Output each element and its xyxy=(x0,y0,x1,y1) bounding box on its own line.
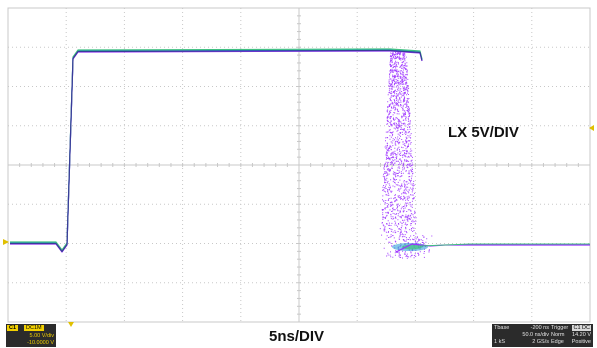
ringing-core xyxy=(402,244,422,250)
waveform-traces xyxy=(10,48,590,259)
trigger-mode: Norm xyxy=(551,332,565,338)
grid xyxy=(7,7,591,323)
waveform-trace xyxy=(10,48,423,251)
trigger-level: 14.20 V xyxy=(572,332,591,338)
timebase-samples: 1 kS xyxy=(494,339,506,345)
timebase-trigger-panel[interactable]: Tbase -200 ns 50.0 ns/div 1 kS 2 GS/s Tr… xyxy=(492,324,593,347)
channel-tag: C1 xyxy=(7,325,19,331)
trigger-position-marker xyxy=(68,322,74,327)
timebase-annotation: 5ns/DIV xyxy=(269,328,325,345)
trigger-type: Edge xyxy=(551,339,564,345)
voltage-scale-annotation: LX 5V/DIV xyxy=(448,124,519,141)
low-level-trace xyxy=(419,243,590,247)
timebase-info[interactable]: Tbase -200 ns 50.0 ns/div 1 kS 2 GS/s xyxy=(494,325,549,346)
timebase-title: Tbase xyxy=(494,325,510,331)
channel-scale: 5.00 V/div xyxy=(29,333,54,339)
trigger-slope: Positive xyxy=(571,339,591,345)
trigger-info[interactable]: Trigger C1 DC Norm 14.20 V Edge Positive xyxy=(551,325,591,346)
falling-edge-persistence xyxy=(379,52,433,259)
markers xyxy=(3,125,594,327)
waveform-trace xyxy=(10,49,423,253)
channel-coupling: DC1M xyxy=(24,325,44,331)
channel-offset: -10.0000 V xyxy=(27,340,54,346)
trigger-level-marker xyxy=(589,125,594,131)
timebase-div: 50.0 ns/div xyxy=(522,332,549,338)
ground-level-marker xyxy=(3,239,9,245)
channel-1-descriptor[interactable]: C1 DC1M 5.00 V/div -10.0000 V xyxy=(6,324,56,347)
timebase-rate: 2 GS/s xyxy=(532,339,549,345)
status-bar: C1 DC1M 5.00 V/div -10.0000 V Tbase -200… xyxy=(0,324,597,348)
timebase-delay: -200 ns xyxy=(530,325,549,331)
trigger-title: Trigger xyxy=(551,325,569,331)
trigger-source-badge: C1 DC xyxy=(572,325,591,331)
